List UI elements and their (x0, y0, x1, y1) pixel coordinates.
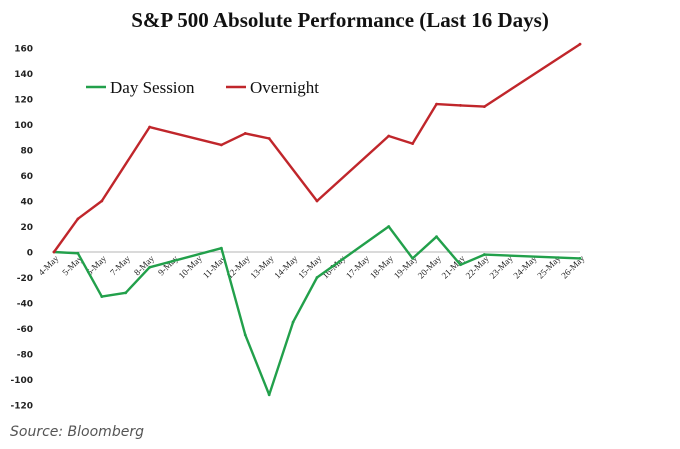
data-point-day-session (482, 253, 486, 256)
data-point-day-session (243, 333, 247, 337)
data-point-day-session (100, 295, 104, 299)
data-point-day-session (148, 265, 152, 269)
x-tick-label: 4-May (36, 253, 60, 277)
data-point-day-session (76, 251, 80, 255)
x-tick-label: 7-May (108, 253, 132, 277)
legend-label-overnight: Overnight (250, 78, 319, 97)
data-point-overnight (52, 250, 56, 254)
y-tick-label: -60 (17, 325, 33, 335)
data-point-day-session (291, 320, 295, 324)
y-tick-label: -80 (17, 351, 33, 361)
y-tick-label: -20 (17, 274, 33, 284)
data-point-overnight (578, 42, 582, 46)
data-point-day-session (267, 393, 271, 397)
y-tick-label: -120 (10, 402, 33, 412)
data-point-overnight (219, 143, 223, 147)
y-tick-label: 0 (27, 249, 33, 259)
legend-label-day-session: Day Session (110, 78, 195, 97)
data-point-day-session (124, 291, 128, 295)
data-point-overnight (435, 102, 438, 106)
data-point-day-session (411, 256, 415, 260)
y-tick-label: 100 (14, 121, 33, 131)
data-point-overnight (482, 105, 486, 109)
data-point-day-session (578, 256, 582, 260)
x-tick-label: 23-May (487, 253, 515, 281)
data-point-overnight (315, 199, 319, 203)
data-point-day-session (219, 246, 223, 250)
y-tick-label: 80 (20, 147, 33, 157)
data-point-day-session (459, 263, 462, 267)
y-tick-label: -40 (17, 300, 33, 310)
source-note: Source: Bloomberg (10, 424, 144, 440)
y-tick-label: 140 (14, 70, 33, 80)
data-point-day-session (387, 225, 391, 228)
y-tick-label: 60 (20, 172, 33, 182)
y-tick-label: 120 (14, 96, 33, 106)
x-tick-label: 14-May (272, 253, 300, 281)
x-tick-label: 20-May (416, 253, 444, 281)
x-tick-label: 17-May (344, 253, 372, 281)
data-point-overnight (100, 199, 104, 203)
data-point-overnight (76, 217, 80, 221)
x-tick-label: 13-May (248, 253, 276, 281)
x-tick-label: 18-May (368, 253, 396, 281)
data-point-overnight (411, 142, 415, 146)
series-line-day-session (52, 225, 582, 396)
data-point-day-session (315, 276, 319, 279)
data-point-overnight (148, 125, 152, 129)
data-point-overnight (459, 103, 462, 107)
data-point-day-session (435, 235, 438, 239)
data-point-overnight (267, 137, 271, 140)
y-tick-label: 160 (14, 45, 33, 55)
data-point-overnight (387, 134, 391, 138)
y-tick-label: 20 (20, 223, 33, 233)
y-tick-label: 40 (20, 198, 33, 208)
y-tick-label: -100 (10, 376, 33, 386)
series-line-overnight (52, 43, 582, 254)
data-point-overnight (243, 132, 247, 135)
chart-title: S&P 500 Absolute Performance (Last 16 Da… (131, 8, 549, 32)
